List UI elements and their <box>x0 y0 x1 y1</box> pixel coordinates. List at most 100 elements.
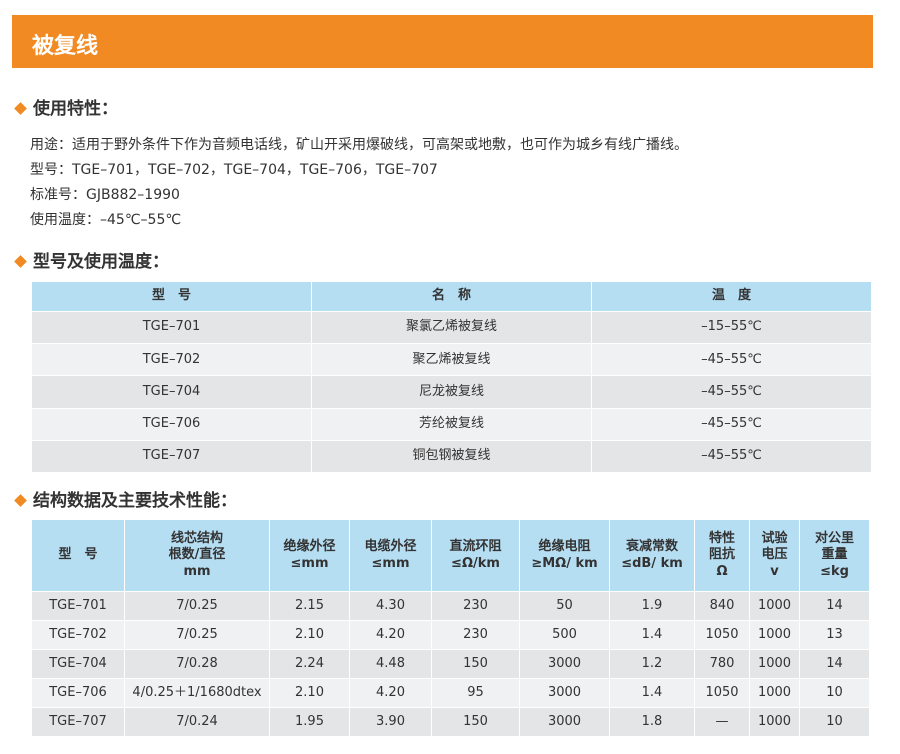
table-cell: 4.48 <box>350 650 432 679</box>
cell-text: 7/0.25 <box>176 597 218 613</box>
header-cell: 对公里 重量 ≤kg <box>800 520 870 592</box>
cell-text: 13 <box>826 626 843 642</box>
table-cell: 芳纶被复线 <box>312 408 592 441</box>
table-cell: 2.10 <box>270 621 350 650</box>
cell-text: 温 度 <box>711 288 751 304</box>
cell-text: 名 称 <box>431 288 471 304</box>
cell-text: v <box>770 563 779 579</box>
table-cell: 4/0.25＋1/1680dtex <box>125 679 270 708</box>
section-heading: 使用特性： <box>14 94 118 119</box>
cell-text: 1.95 <box>295 713 324 729</box>
table-cell: 10 <box>800 708 870 737</box>
cell-text: 试验 <box>761 531 788 547</box>
cell-text: 4.20 <box>376 684 405 700</box>
cell-text: 14 <box>826 655 843 671</box>
table-cell: 230 <box>432 621 520 650</box>
cell-text: 绝缘外径 <box>283 539 336 555</box>
cell-text: 衰减常数 <box>625 539 678 555</box>
table-cell: TGE–707 <box>32 440 312 473</box>
table-cell: –45–55℃ <box>592 344 872 377</box>
header-cell: 型 号 <box>32 520 125 592</box>
cell-text: 2.10 <box>295 684 324 700</box>
table-cell: 3000 <box>520 650 610 679</box>
table-cell: 150 <box>432 650 520 679</box>
cell-text: 95 <box>467 684 484 700</box>
cell-text: –45–55℃ <box>701 351 762 367</box>
table-cell: 7/0.24 <box>125 708 270 737</box>
header-cell: 型 号 <box>32 282 312 312</box>
table-cell: 14 <box>800 592 870 621</box>
header-bar: 被复线 <box>12 15 873 68</box>
table-cell: 14 <box>800 650 870 679</box>
table-cell: 2.24 <box>270 650 350 679</box>
cell-text: ≥MΩ/ km <box>531 555 598 571</box>
table-cell: 500 <box>520 621 610 650</box>
cell-text: 10 <box>826 684 843 700</box>
cell-text: 230 <box>463 626 488 642</box>
cell-text: TGE–707 <box>49 713 107 729</box>
cell-text: 阻抗 <box>708 547 735 563</box>
table-cell: 3000 <box>520 708 610 737</box>
header-cell: 温 度 <box>592 282 872 312</box>
text-line: 使用温度：–45℃–55℃ <box>30 212 182 228</box>
cell-text: 重量 <box>821 547 848 563</box>
cell-text: –15–55℃ <box>701 319 762 335</box>
cell-text: TGE–701 <box>49 597 107 613</box>
table-cell: 7/0.25 <box>125 621 270 650</box>
cell-text: –45–55℃ <box>701 416 762 432</box>
cell-text: 10 <box>826 713 843 729</box>
cell-text: 7/0.24 <box>176 713 218 729</box>
cell-text: ≤mm <box>290 555 329 571</box>
table-cell: 1000 <box>750 708 800 737</box>
cell-text: 780 <box>709 655 735 671</box>
cell-text: –45–55℃ <box>701 448 762 464</box>
heading-text: 结构数据及主要技术性能： <box>33 491 237 511</box>
cell-text: 型 号 <box>151 288 191 304</box>
cell-text: 50 <box>556 597 573 613</box>
table-cell: –45–55℃ <box>592 440 872 473</box>
cell-text: 1.4 <box>641 684 663 700</box>
cell-text: 特性 <box>708 531 735 547</box>
cell-text: 电缆外径 <box>364 539 417 555</box>
table-cell: 4.20 <box>350 621 432 650</box>
header-cell: 绝缘外径 ≤mm <box>270 520 350 592</box>
table-cell: 1.4 <box>610 679 695 708</box>
cell-text: 尼龙被复线 <box>418 383 484 399</box>
cell-text: mm <box>183 563 211 579</box>
cell-text: 3000 <box>547 713 582 729</box>
cell-text: 14 <box>826 597 843 613</box>
table-cell: 1.2 <box>610 650 695 679</box>
cell-text: 3000 <box>547 655 582 671</box>
table-cell: 840 <box>695 592 750 621</box>
cell-text: ≤mm <box>371 555 410 571</box>
table-cell: 1.4 <box>610 621 695 650</box>
cell-text: 对公里 <box>814 531 854 547</box>
cell-text: 500 <box>552 626 577 642</box>
cell-text: 1050 <box>705 626 739 642</box>
cell-text: 1000 <box>757 684 792 700</box>
cell-text: 1000 <box>757 713 792 729</box>
cell-text: 聚乙烯被复线 <box>412 351 491 367</box>
text-line: 型号：TGE–701，TGE–702，TGE–704，TGE–706，TGE–7… <box>30 162 438 178</box>
cell-text: 3000 <box>547 684 582 700</box>
cell-text: Ω <box>716 563 728 579</box>
cell-text: 150 <box>463 655 488 671</box>
table-cell: 2.10 <box>270 679 350 708</box>
table-cell: 3.90 <box>350 708 432 737</box>
table-cell: TGE–702 <box>32 621 125 650</box>
table-cell: 7/0.25 <box>125 592 270 621</box>
cell-text: ≤dB/ km <box>621 555 683 571</box>
cell-text: 1.2 <box>641 655 663 671</box>
table-cell: 聚氯乙烯被复线 <box>312 312 592 345</box>
table-cell: 1050 <box>695 679 750 708</box>
table-cell: 聚乙烯被复线 <box>312 344 592 377</box>
header-cell: 特性 阻抗 Ω <box>695 520 750 592</box>
table-cell: 10 <box>800 679 870 708</box>
table-cell: 1000 <box>750 592 800 621</box>
header-cell: 绝缘电阻 ≥MΩ/ km <box>520 520 610 592</box>
table-cell: 1000 <box>750 679 800 708</box>
table-cell: 13 <box>800 621 870 650</box>
section-heading: 结构数据及主要技术性能： <box>14 486 237 511</box>
cell-text: — <box>715 713 729 729</box>
